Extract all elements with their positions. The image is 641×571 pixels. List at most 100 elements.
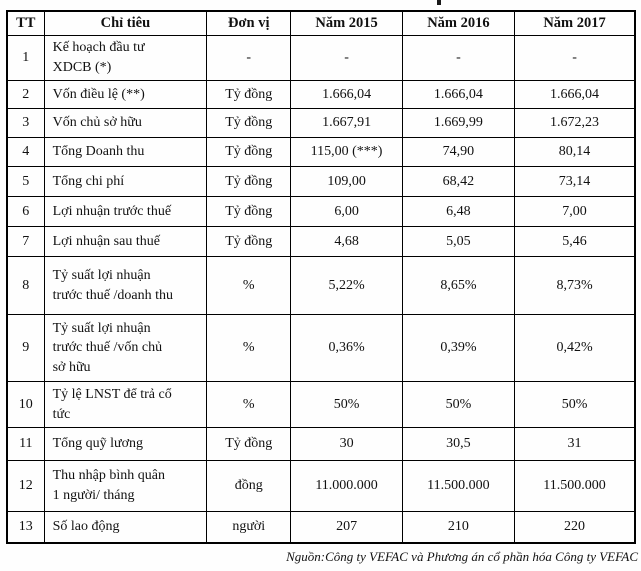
cell-don-vi: người (206, 511, 292, 543)
cell-nam-2016: 5,05 (401, 226, 516, 257)
cell-nam-2015: 0,36% (290, 314, 403, 382)
cell-tt: 1 (6, 35, 45, 81)
cell-chi-tieu: Vốn chủ sở hữu (43, 108, 208, 138)
column-header-chi-tieu: Chỉ tiêu (43, 10, 208, 36)
cell-chi-tieu: Số lao động (43, 511, 208, 543)
cropped-title-fragment (437, 0, 441, 5)
table-row: 4 Tổng Doanh thu Tỷ đồng 115,00 (***) 74,90 8… (6, 137, 636, 167)
cell-nam-2016: 0,39% (401, 314, 516, 382)
cell-tt: 7 (6, 226, 45, 257)
cell-nam-2017: 7,00 (514, 196, 636, 227)
cell-chi-tieu: Lợi nhuận trước thuế (43, 196, 208, 227)
cell-nam-2017: 220 (514, 511, 636, 543)
cell-nam-2016: 74,90 (401, 137, 516, 167)
cell-don-vi: Tỷ đồng (206, 226, 292, 257)
cell-don-vi: Tỷ đồng (206, 427, 292, 461)
cell-chi-tieu: Lợi nhuận sau thuế (43, 226, 208, 257)
cell-nam-2017: 1.666,04 (514, 80, 636, 109)
cell-nam-2016: 8,65% (401, 256, 516, 315)
cell-tt: 2 (6, 80, 45, 109)
cell-nam-2015: 6,00 (290, 196, 403, 227)
cell-nam-2016: - (401, 35, 516, 81)
cell-nam-2016: 30,5 (401, 427, 516, 461)
source-note: Nguồn:Công ty VEFAC và Phương án cổ phần… (286, 549, 638, 564)
cell-nam-2017: 11.500.000 (514, 460, 636, 512)
table-row: 8 Tỷ suất lợi nhuận trước thuế /doanh thu… (6, 256, 636, 315)
table-row: 6 Lợi nhuận trước thuế Tỷ đồng 6,00 6,48 7,00 (6, 196, 636, 227)
cell-tt: 9 (6, 314, 45, 382)
table-row: 3 Vốn chủ sở hữu Tỷ đồng 1.667,91 1.669,99 1.… (6, 108, 636, 138)
cell-don-vi: % (206, 381, 292, 428)
cell-chi-tieu: Tổng Doanh thu (43, 137, 208, 167)
cell-nam-2016: 1.669,99 (401, 108, 516, 138)
cell-nam-2015: - (290, 35, 403, 81)
cell-chi-tieu: Tổng quỹ lương (43, 427, 208, 461)
cell-tt: 10 (6, 381, 45, 428)
cell-chi-tieu: Tỷ lệ LNST để trả cổ tức (43, 381, 208, 428)
cell-nam-2015: 207 (290, 511, 403, 543)
cell-nam-2015: 5,22% (290, 256, 403, 315)
cell-tt: 5 (6, 166, 45, 197)
cell-don-vi: đồng (206, 460, 292, 512)
cell-nam-2016: 68,42 (401, 166, 516, 197)
table-body: 1 Kế hoạch đầu tư XDCB (*) - - - -2 Vốn điều l… (6, 35, 636, 543)
table-row: 9 Tỷ suất lợi nhuận trước thuế /vốn chủ s… (6, 314, 636, 382)
cell-nam-2017: 50% (514, 381, 636, 428)
cell-nam-2015: 4,68 (290, 226, 403, 257)
cell-nam-2015: 11.000.000 (290, 460, 403, 512)
cell-tt: 8 (6, 256, 45, 315)
cell-chi-tieu: Tỷ suất lợi nhuận trước thuế /doanh thu (43, 256, 208, 315)
table-row: 11 Tổng quỹ lương Tỷ đồng 30 30,5 31 (6, 427, 636, 461)
cell-chi-tieu: Tỷ suất lợi nhuận trước thuế /vốn chủ sở… (43, 314, 208, 382)
column-header-nam-2017: Năm 2017 (514, 10, 636, 36)
column-header-don-vi: Đơn vị (206, 10, 292, 36)
cell-nam-2017: 1.672,23 (514, 108, 636, 138)
cell-nam-2016: 11.500.000 (401, 460, 516, 512)
cell-chi-tieu: Kế hoạch đầu tư XDCB (*) (43, 35, 208, 81)
cell-chi-tieu: Thu nhập bình quân 1 người/ tháng (43, 460, 208, 512)
cell-don-vi: % (206, 314, 292, 382)
cell-nam-2015: 1.667,91 (290, 108, 403, 138)
cell-don-vi: - (206, 35, 292, 81)
cell-don-vi: Tỷ đồng (206, 137, 292, 167)
cell-nam-2017: 5,46 (514, 226, 636, 257)
column-header-nam-2016: Năm 2016 (401, 10, 516, 36)
table-row: 12 Thu nhập bình quân 1 người/ tháng đồng 1… (6, 460, 636, 512)
cell-nam-2016: 50% (401, 381, 516, 428)
cell-don-vi: Tỷ đồng (206, 80, 292, 109)
cell-nam-2016: 210 (401, 511, 516, 543)
column-header-nam-2015: Năm 2015 (290, 10, 403, 36)
table-row: 7 Lợi nhuận sau thuế Tỷ đồng 4,68 5,05 5,46 (6, 226, 636, 257)
cell-nam-2017: 8,73% (514, 256, 636, 315)
table-row: 1 Kế hoạch đầu tư XDCB (*) - - - - (6, 35, 636, 81)
table-row: 13 Số lao động người 207 210 220 (6, 511, 636, 543)
cell-tt: 4 (6, 137, 45, 167)
cell-nam-2017: 80,14 (514, 137, 636, 167)
cell-don-vi: % (206, 256, 292, 315)
cell-nam-2017: 0,42% (514, 314, 636, 382)
cell-chi-tieu: Tổng chi phí (43, 166, 208, 197)
cell-nam-2017: 31 (514, 427, 636, 461)
table-row: 5 Tổng chi phí Tỷ đồng 109,00 68,42 73,14 (6, 166, 636, 197)
cell-tt: 13 (6, 511, 45, 543)
cell-tt: 12 (6, 460, 45, 512)
table-row: 10 Tỷ lệ LNST để trả cổ tức% 50% 50% 50% (6, 381, 636, 428)
cell-nam-2015: 50% (290, 381, 403, 428)
table-row: 2 Vốn điều lệ (**) Tỷ đồng 1.666,04 1.666,04… (6, 80, 636, 109)
financial-indicators-table: TT Chỉ tiêu Đơn vị Năm 2015 Năm 2016 Năm 2017… (6, 10, 636, 544)
cell-don-vi: Tỷ đồng (206, 108, 292, 138)
cell-don-vi: Tỷ đồng (206, 166, 292, 197)
cell-don-vi: Tỷ đồng (206, 196, 292, 227)
cell-nam-2015: 115,00 (***) (290, 137, 403, 167)
cell-nam-2017: - (514, 35, 636, 81)
column-header-tt: TT (6, 10, 45, 36)
cell-nam-2015: 109,00 (290, 166, 403, 197)
cell-nam-2015: 1.666,04 (290, 80, 403, 109)
cell-chi-tieu: Vốn điều lệ (**) (43, 80, 208, 109)
cell-nam-2017: 73,14 (514, 166, 636, 197)
cell-nam-2016: 6,48 (401, 196, 516, 227)
cell-nam-2015: 30 (290, 427, 403, 461)
cell-tt: 3 (6, 108, 45, 138)
cell-tt: 6 (6, 196, 45, 227)
